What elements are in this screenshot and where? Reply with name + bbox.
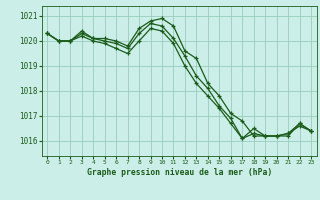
X-axis label: Graphe pression niveau de la mer (hPa): Graphe pression niveau de la mer (hPa)	[87, 168, 272, 177]
